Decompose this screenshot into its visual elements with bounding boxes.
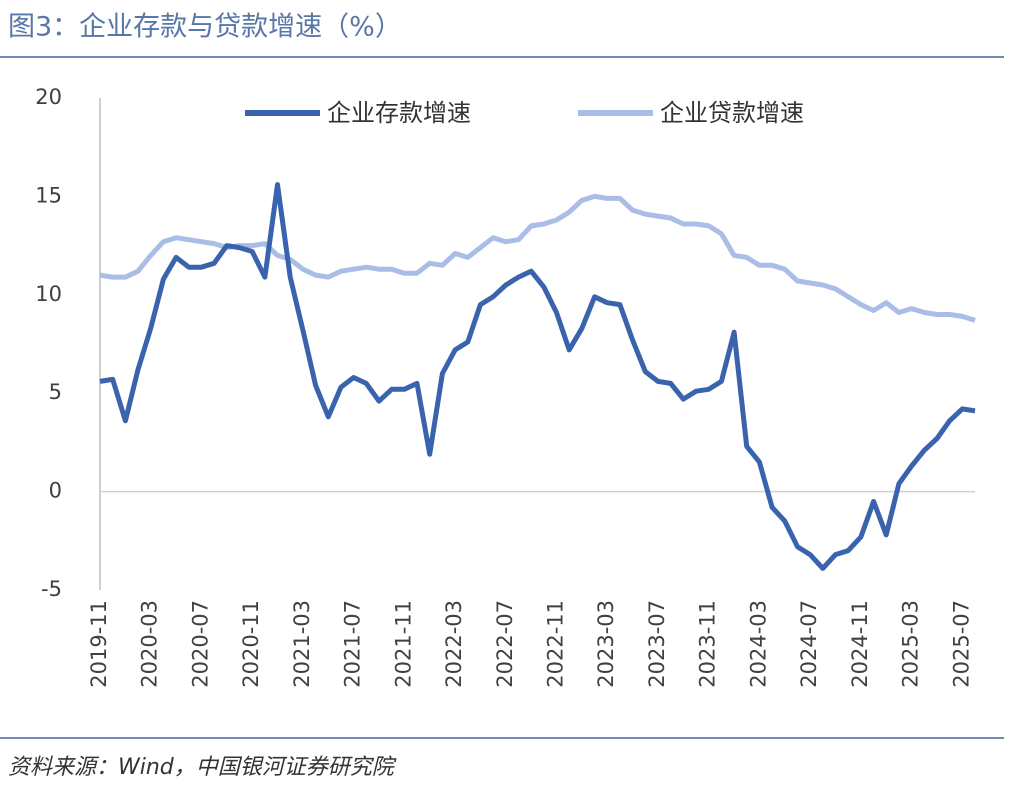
y-tick-label: -5 (41, 577, 62, 601)
x-tick-label: 2023-07 (645, 600, 669, 688)
y-tick-label: 10 (35, 282, 62, 306)
x-tick-label: 2019-11 (87, 600, 111, 688)
x-tick-label: 2022-07 (493, 600, 517, 688)
chart-title: 图3：企业存款与贷款增速（%） (8, 12, 402, 43)
y-tick-label: 15 (35, 183, 62, 207)
x-tick-label: 2020-07 (188, 600, 212, 688)
x-tick-label: 2020-03 (138, 600, 162, 688)
x-tick-label: 2021-03 (290, 600, 314, 688)
x-tick-label: 2021-11 (391, 600, 415, 688)
legend-label: 企业存款增速 (327, 99, 471, 127)
x-tick-label: 2024-11 (848, 600, 872, 688)
x-tick-label: 2022-03 (442, 600, 466, 688)
y-tick-label: 20 (35, 85, 62, 109)
y-tick-label: 5 (49, 380, 62, 404)
source-note: 资料来源：Wind，中国银河证券研究院 (8, 755, 397, 780)
y-tick-label: 0 (49, 479, 62, 503)
x-tick-label: 2022-11 (544, 600, 568, 688)
series-line (99, 182, 976, 571)
x-tick-label: 2023-03 (594, 600, 618, 688)
x-tick-label: 2024-03 (746, 600, 770, 688)
x-tick-label: 2025-07 (949, 600, 973, 688)
x-tick-label: 2025-03 (899, 600, 923, 688)
x-tick-label: 2024-07 (797, 600, 821, 688)
series-line (99, 193, 976, 323)
x-tick-label: 2023-11 (696, 600, 720, 688)
x-tick-label: 2021-07 (341, 600, 365, 688)
legend-label: 企业贷款增速 (660, 99, 804, 127)
x-tick-label: 2020-11 (239, 600, 263, 688)
